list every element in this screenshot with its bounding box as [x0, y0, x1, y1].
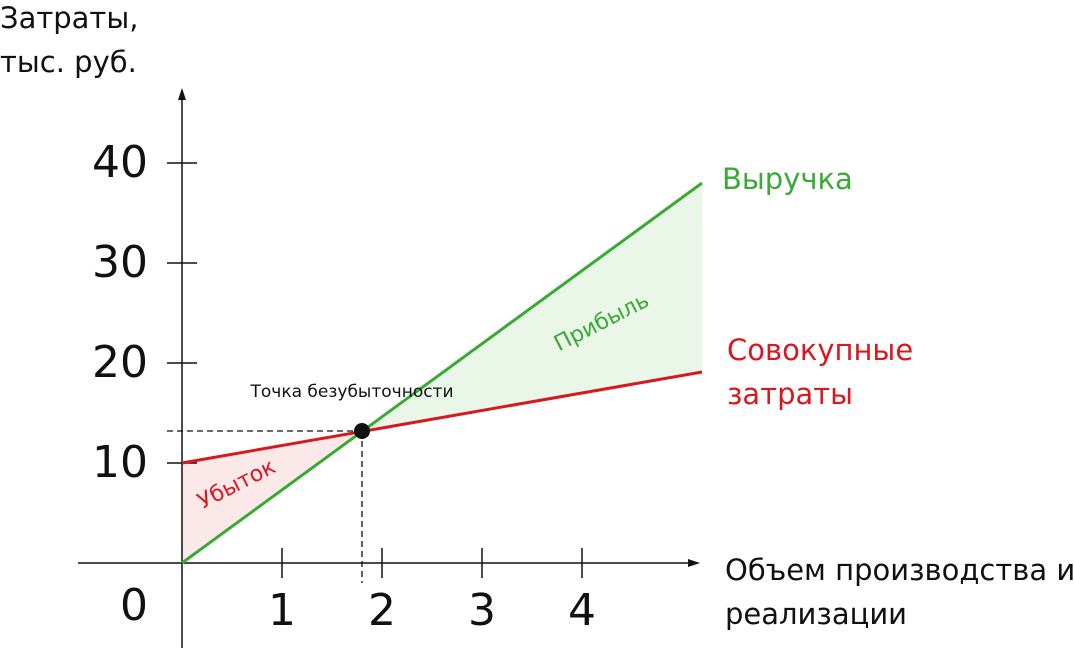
break-even-label: Точка безубыточности: [249, 382, 453, 402]
legend-label: Выручка: [722, 162, 853, 196]
series-line: [181, 181, 703, 565]
x-arrow: [688, 559, 700, 567]
x-tick-label: 1: [268, 585, 296, 636]
y-axis-label: Затраты, тыс. руб.: [0, 1, 139, 79]
x-tick-label: 2: [368, 585, 396, 636]
legend-label: Совокупные затраты: [727, 333, 914, 411]
x-axis-label: Объем производства и реализации: [725, 553, 1074, 631]
series-line: [181, 370, 703, 465]
y-tick-label: 30: [92, 237, 148, 288]
y-arrow: [178, 88, 186, 100]
x-tick-label: 3: [468, 585, 496, 636]
y-tick-label: 10: [92, 437, 148, 488]
break-even-point: [354, 423, 370, 439]
origin-label: 0: [120, 580, 148, 631]
y-tick-label: 20: [92, 337, 148, 388]
y-tick-label: 40: [92, 137, 148, 188]
x-tick-label: 4: [568, 585, 596, 636]
